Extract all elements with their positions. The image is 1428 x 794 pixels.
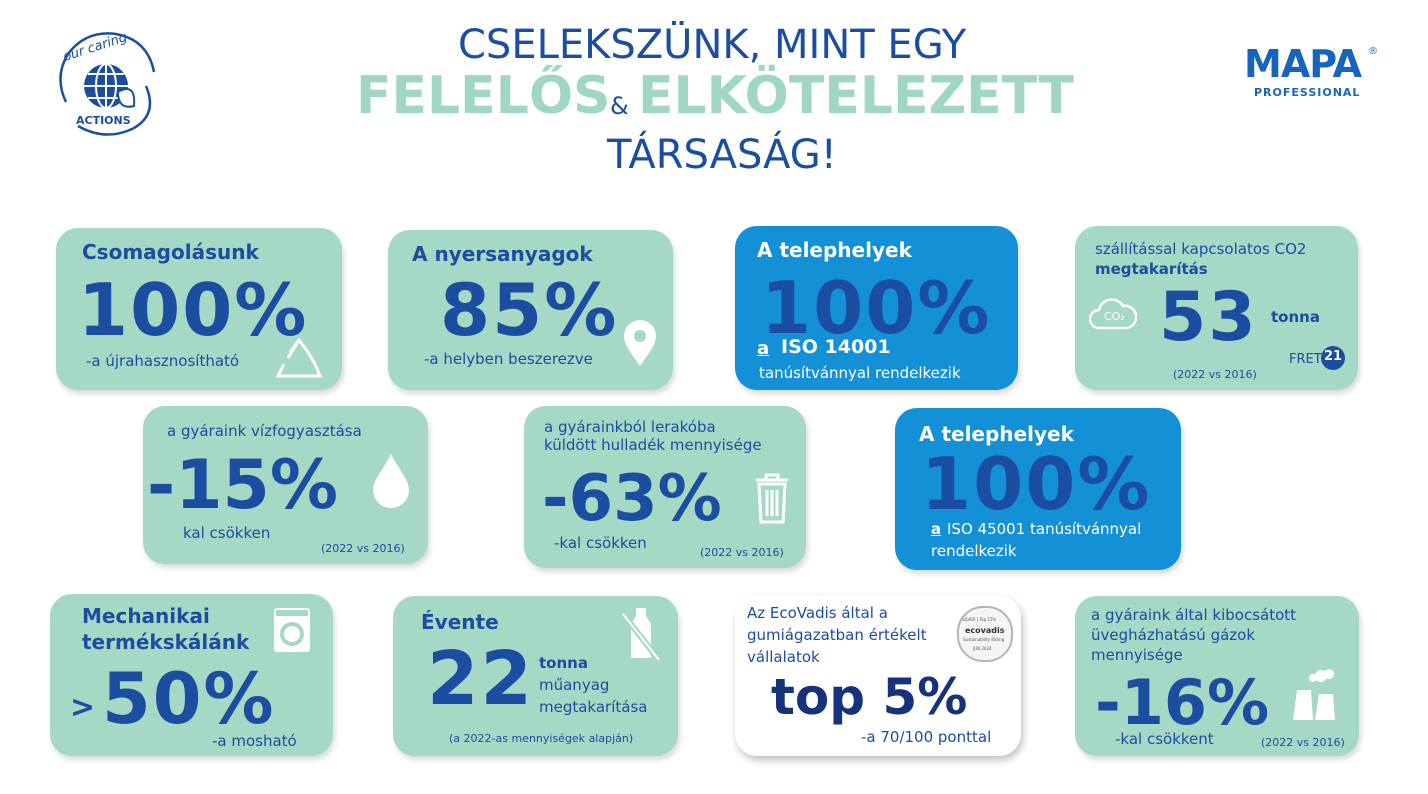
- globe-leaf-icon: [59, 32, 156, 136]
- card-water: a gyáraink vízfogyasztása -15% kal csökk…: [143, 406, 428, 564]
- yearly-note: (a 2022-as mennyiségek alapján): [449, 732, 634, 745]
- co2-line2: megtakarítás: [1095, 260, 1208, 278]
- badge-date: JUN 2024: [973, 646, 992, 651]
- iso14001-value: 100%: [761, 266, 992, 350]
- card-mechanical: Mechanikai termékskálánk > 50% -a moshat…: [50, 594, 333, 756]
- yearly-unit3: megtakarítása: [539, 698, 648, 716]
- title-word-responsible: FELELŐS: [356, 66, 611, 126]
- ghg-line2: üvegházhatású gázok: [1091, 626, 1256, 644]
- yearly-label: Évente: [421, 610, 499, 634]
- waste-line1: a gyárainkból lerakóba: [544, 418, 716, 436]
- recycle-icon: [276, 338, 322, 378]
- card-packaging: Csomagolásunk 100% -a újrahasznosítható: [56, 228, 342, 390]
- iso45001-value: 100%: [921, 442, 1152, 526]
- trash-bin-icon: [756, 473, 788, 524]
- co2-unit: tonna: [1271, 308, 1320, 326]
- badge-top: SILVER | Top 15%: [962, 617, 997, 622]
- card-iso14001: A telephelyek 100% a ISO 14001 tanúsítvá…: [735, 226, 1018, 390]
- yearly-value: 22: [427, 636, 534, 722]
- iso45001-line2: rendelkezik: [931, 542, 1017, 560]
- iso14001-a: a: [757, 338, 770, 359]
- water-drop-icon: [373, 454, 409, 508]
- ghg-note: -kal csökkent: [1115, 730, 1214, 748]
- washing-machine-icon: [274, 608, 310, 652]
- mech-value: 50%: [102, 658, 276, 740]
- iso14001-line2: tanúsítvánnyal rendelkezik: [759, 364, 961, 382]
- co2-line1: szállítással kapcsolatos CO2: [1095, 240, 1307, 258]
- mech-line2: termékskálánk: [82, 630, 250, 654]
- logo-bottom-text: ACTIONS: [76, 114, 131, 127]
- iso14001-line1: ISO 14001: [781, 336, 891, 358]
- card-ghg: a gyáraink által kibocsátott üvegházhatá…: [1075, 596, 1359, 756]
- title-ampersand: &: [610, 92, 629, 120]
- cloud-co2-icon: [1089, 298, 1137, 330]
- fret-number: 21: [1324, 349, 1343, 364]
- mech-greater: >: [70, 690, 96, 725]
- co2-period: (2022 vs 2016): [1173, 368, 1257, 381]
- card-iso45001: A telephelyek 100% a ISO 45001 tanúsítvá…: [895, 408, 1181, 570]
- waste-period: (2022 vs 2016): [700, 546, 784, 559]
- waste-line2: küldött hulladék mennyisége: [544, 436, 762, 454]
- ecovadis-line3: vállalatok: [747, 648, 820, 666]
- card-co2: szállítással kapcsolatos CO2 megtakarítá…: [1075, 226, 1358, 390]
- ghg-period: (2022 vs 2016): [1261, 736, 1345, 749]
- yearly-unit1: tonna: [539, 654, 588, 672]
- ghg-line3: mennyisége: [1091, 646, 1183, 664]
- no-plastic-bottle-icon: [620, 608, 662, 662]
- title-word-committed: ELKÖTELEZETT: [638, 66, 1074, 126]
- ecovadis-note: -a 70/100 ponttal: [861, 728, 992, 746]
- card-waste: a gyárainkból lerakóba küldött hulladék …: [524, 406, 806, 568]
- badge-name: ecovadis: [965, 626, 1005, 635]
- packaging-label: Csomagolásunk: [82, 240, 259, 264]
- water-note: kal csökken: [183, 524, 271, 542]
- iso45001-line1: ISO 45001 tanúsítvánnyal: [947, 520, 1142, 538]
- packaging-note: -a újrahasznosítható: [86, 352, 240, 370]
- card-ecovadis: Az EcoVadis által a gumiágazatban értéke…: [735, 596, 1021, 756]
- water-period: (2022 vs 2016): [321, 542, 405, 555]
- co2-symbol: CO₂: [1104, 310, 1125, 323]
- packaging-value: 100%: [78, 268, 309, 352]
- water-value: -15%: [147, 446, 338, 525]
- yearly-unit2: műanyag: [539, 676, 610, 694]
- mech-note: -a mosható: [212, 732, 297, 750]
- waste-value: -63%: [542, 462, 722, 536]
- raw-label: A nyersanyagok: [412, 242, 593, 266]
- ghg-line1: a gyáraink által kibocsátott: [1091, 606, 1297, 624]
- mapa-sub: PROFESSIONAL: [1254, 86, 1361, 99]
- card-yearly-plastic: Évente 22 tonna műanyag megtakarítása (a…: [393, 596, 678, 756]
- ecovadis-line2: gumiágazatban értékelt: [747, 626, 927, 644]
- mapa-reg: ®: [1368, 46, 1378, 57]
- our-caring-actions-logo: our caring ACTIONS: [46, 22, 164, 140]
- ghg-value: -16%: [1095, 666, 1270, 739]
- ecovadis-line1: Az EcoVadis által a: [747, 604, 888, 622]
- ecovadis-badge: SILVER | Top 15% ecovadis Sustainability…: [957, 606, 1013, 662]
- water-label: a gyáraink vízfogyasztása: [167, 422, 362, 440]
- title-line1: CSELEKSZÜNK, MINT EGY: [458, 22, 967, 68]
- ecovadis-value: top 5%: [771, 668, 968, 726]
- raw-value: 85%: [440, 268, 619, 352]
- raw-note: -a helyben beszerezve: [424, 350, 593, 368]
- iso45001-label: A telephelyek: [919, 422, 1074, 446]
- iso45001-a: a: [931, 520, 942, 538]
- fret-label: FRET: [1289, 352, 1322, 367]
- co2-value: 53: [1159, 278, 1258, 357]
- factory-icon: [1293, 669, 1335, 720]
- title-line3: TÁRSASÁG!: [607, 132, 837, 178]
- mapa-brand: MAPA: [1244, 42, 1362, 86]
- fret-badge: [1321, 346, 1345, 370]
- badge-sub: Sustainability Rating: [963, 637, 1005, 642]
- mech-line1: Mechanikai: [82, 604, 210, 628]
- waste-note: -kal csökken: [554, 534, 647, 552]
- card-raw-materials: A nyersanyagok 85% -a helyben beszerezve: [388, 230, 673, 390]
- location-pin-icon: [624, 320, 656, 366]
- iso14001-label: A telephelyek: [757, 238, 912, 262]
